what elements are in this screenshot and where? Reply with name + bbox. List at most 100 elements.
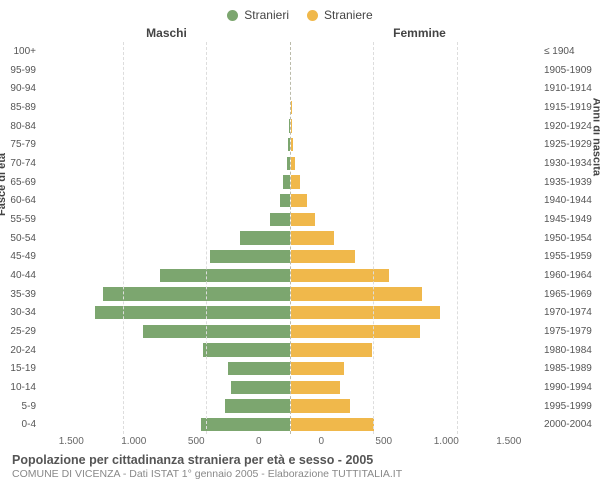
bar-row xyxy=(40,415,290,434)
bar-row xyxy=(291,229,541,248)
x-tick: 0 xyxy=(290,436,353,447)
age-label: 0-4 xyxy=(4,415,40,434)
x-tick: 1.000 xyxy=(103,436,166,447)
bar-row xyxy=(40,359,290,378)
birth-label: 1965-1969 xyxy=(540,285,596,304)
bar-male xyxy=(225,399,290,412)
age-label: 25-29 xyxy=(4,322,40,341)
bar-row xyxy=(291,266,541,285)
bar-male xyxy=(210,250,290,263)
bar-row xyxy=(40,229,290,248)
bar-row xyxy=(40,135,290,154)
bar-row xyxy=(40,322,290,341)
bar-female xyxy=(291,119,292,132)
population-pyramid-chart: Fasce di età Anni di nascita Stranieri S… xyxy=(0,0,600,500)
y-labels-birth: ≤ 19041905-19091910-19141915-19191920-19… xyxy=(540,42,596,434)
x-ticks-right: 05001.0001.500 xyxy=(290,436,540,447)
birth-label: 1990-1994 xyxy=(540,378,596,397)
age-label: 20-24 xyxy=(4,341,40,360)
bar-female xyxy=(291,269,389,282)
bar-row xyxy=(291,415,541,434)
x-tick: 1.500 xyxy=(40,436,103,447)
plot-area: 100+95-9990-9485-8980-8475-7970-7465-696… xyxy=(4,42,596,434)
x-ticks-left: 1.5001.0005000 xyxy=(40,436,290,447)
bar-male xyxy=(201,418,289,431)
bar-male xyxy=(203,343,289,356)
birth-label: 1950-1954 xyxy=(540,229,596,248)
bar-row xyxy=(40,397,290,416)
bar-male xyxy=(283,175,290,188)
bar-male xyxy=(231,381,289,394)
bar-row xyxy=(291,359,541,378)
bar-row xyxy=(291,247,541,266)
bar-row xyxy=(291,98,541,117)
bar-row xyxy=(40,42,290,61)
bar-row xyxy=(291,154,541,173)
x-tick: 1.500 xyxy=(478,436,541,447)
bar-female xyxy=(291,194,308,207)
bar-male xyxy=(288,138,289,151)
bar-row xyxy=(291,117,541,136)
bar-male xyxy=(103,287,289,300)
bars-area xyxy=(40,42,540,434)
bar-row xyxy=(291,341,541,360)
bar-row xyxy=(40,303,290,322)
bar-row xyxy=(40,285,290,304)
bar-row xyxy=(40,210,290,229)
bar-row xyxy=(291,322,541,341)
bar-female xyxy=(291,287,422,300)
x-tick: 0 xyxy=(228,436,291,447)
bar-female xyxy=(291,325,421,338)
age-label: 10-14 xyxy=(4,378,40,397)
bar-female xyxy=(291,399,351,412)
bar-row xyxy=(40,61,290,80)
birth-label: 1935-1939 xyxy=(540,173,596,192)
birth-label: 1975-1979 xyxy=(540,322,596,341)
bar-row xyxy=(40,247,290,266)
legend-swatch-male xyxy=(227,10,238,21)
bar-row xyxy=(291,173,541,192)
age-label: 5-9 xyxy=(4,397,40,416)
bar-female xyxy=(291,343,373,356)
age-label: 40-44 xyxy=(4,266,40,285)
bar-row xyxy=(40,154,290,173)
bar-row xyxy=(40,191,290,210)
bar-female xyxy=(291,362,344,375)
age-label: 65-69 xyxy=(4,173,40,192)
bar-row xyxy=(40,378,290,397)
bar-row xyxy=(291,79,541,98)
legend-item-male: Stranieri xyxy=(227,8,289,22)
bars-male xyxy=(40,42,291,434)
birth-label: ≤ 1904 xyxy=(540,42,596,61)
birth-label: 1970-1974 xyxy=(540,303,596,322)
birth-label: 1910-1914 xyxy=(540,79,596,98)
legend: Stranieri Straniere xyxy=(4,8,596,22)
birth-label: 1995-1999 xyxy=(540,397,596,416)
age-label: 75-79 xyxy=(4,135,40,154)
bar-male xyxy=(240,231,290,244)
age-label: 60-64 xyxy=(4,191,40,210)
bar-female xyxy=(291,381,341,394)
bar-female xyxy=(291,175,301,188)
bar-female xyxy=(291,306,441,319)
age-label: 15-19 xyxy=(4,359,40,378)
bar-row xyxy=(40,117,290,136)
age-label: 70-74 xyxy=(4,154,40,173)
age-label: 100+ xyxy=(4,42,40,61)
bar-row xyxy=(291,378,541,397)
birth-label: 1915-1919 xyxy=(540,98,596,117)
bar-row xyxy=(40,341,290,360)
birth-label: 1905-1909 xyxy=(540,61,596,80)
bar-row xyxy=(291,285,541,304)
legend-label-female: Straniere xyxy=(324,8,373,22)
birth-label: 1920-1924 xyxy=(540,117,596,136)
birth-label: 1985-1989 xyxy=(540,359,596,378)
age-label: 35-39 xyxy=(4,285,40,304)
bar-male xyxy=(160,269,290,282)
x-tick: 1.000 xyxy=(415,436,478,447)
bar-row xyxy=(291,397,541,416)
bar-row xyxy=(291,303,541,322)
age-label: 85-89 xyxy=(4,98,40,117)
x-tick: 500 xyxy=(165,436,228,447)
bar-row xyxy=(40,266,290,285)
